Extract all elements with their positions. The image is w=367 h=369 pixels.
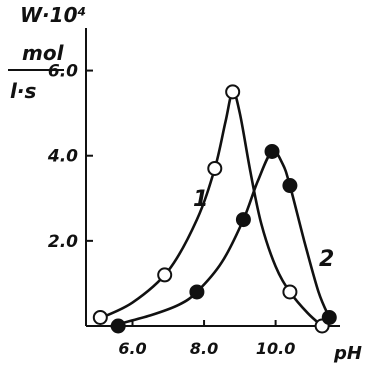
- y-ticks: 2.0 4.0 6.0: [47, 62, 93, 252]
- series-2-point: [235, 212, 251, 228]
- x-tick-label: 6.0: [118, 339, 146, 358]
- series-2-label: 2: [319, 247, 334, 272]
- series-1-point: [92, 309, 108, 325]
- series-2-point: [189, 284, 205, 300]
- series-2-curve: [109, 149, 331, 328]
- x-ticks: 6.0 8.0 10.0: [118, 320, 295, 358]
- series-2-point: [264, 143, 280, 159]
- plot-axes: [85, 28, 340, 327]
- x-tick-label: 10.0: [256, 339, 295, 358]
- series-1-point: [282, 284, 298, 300]
- x-tick-label: 8.0: [190, 339, 218, 358]
- y-axis-label-numerator: mol: [22, 41, 65, 65]
- y-axis-label-denominator: l·s: [10, 79, 36, 103]
- series-2-point: [110, 318, 126, 334]
- x-axis-label: pH: [333, 343, 362, 364]
- series-1-label: 1: [193, 187, 208, 212]
- series-1-point: [207, 160, 223, 176]
- data-markers: [92, 84, 337, 334]
- y-tick-label: 2.0: [48, 232, 78, 252]
- series-2-point: [282, 178, 298, 194]
- series-2-point: [321, 309, 337, 325]
- y-axis-title: W·10⁴ mol l·s: [8, 3, 86, 103]
- series-1-point: [157, 267, 173, 283]
- y-tick-label: 6.0: [48, 62, 78, 82]
- y-tick-label: 4.0: [47, 147, 78, 167]
- series-1-point: [225, 84, 241, 100]
- y-axis-label-line1: W·10⁴: [20, 3, 86, 27]
